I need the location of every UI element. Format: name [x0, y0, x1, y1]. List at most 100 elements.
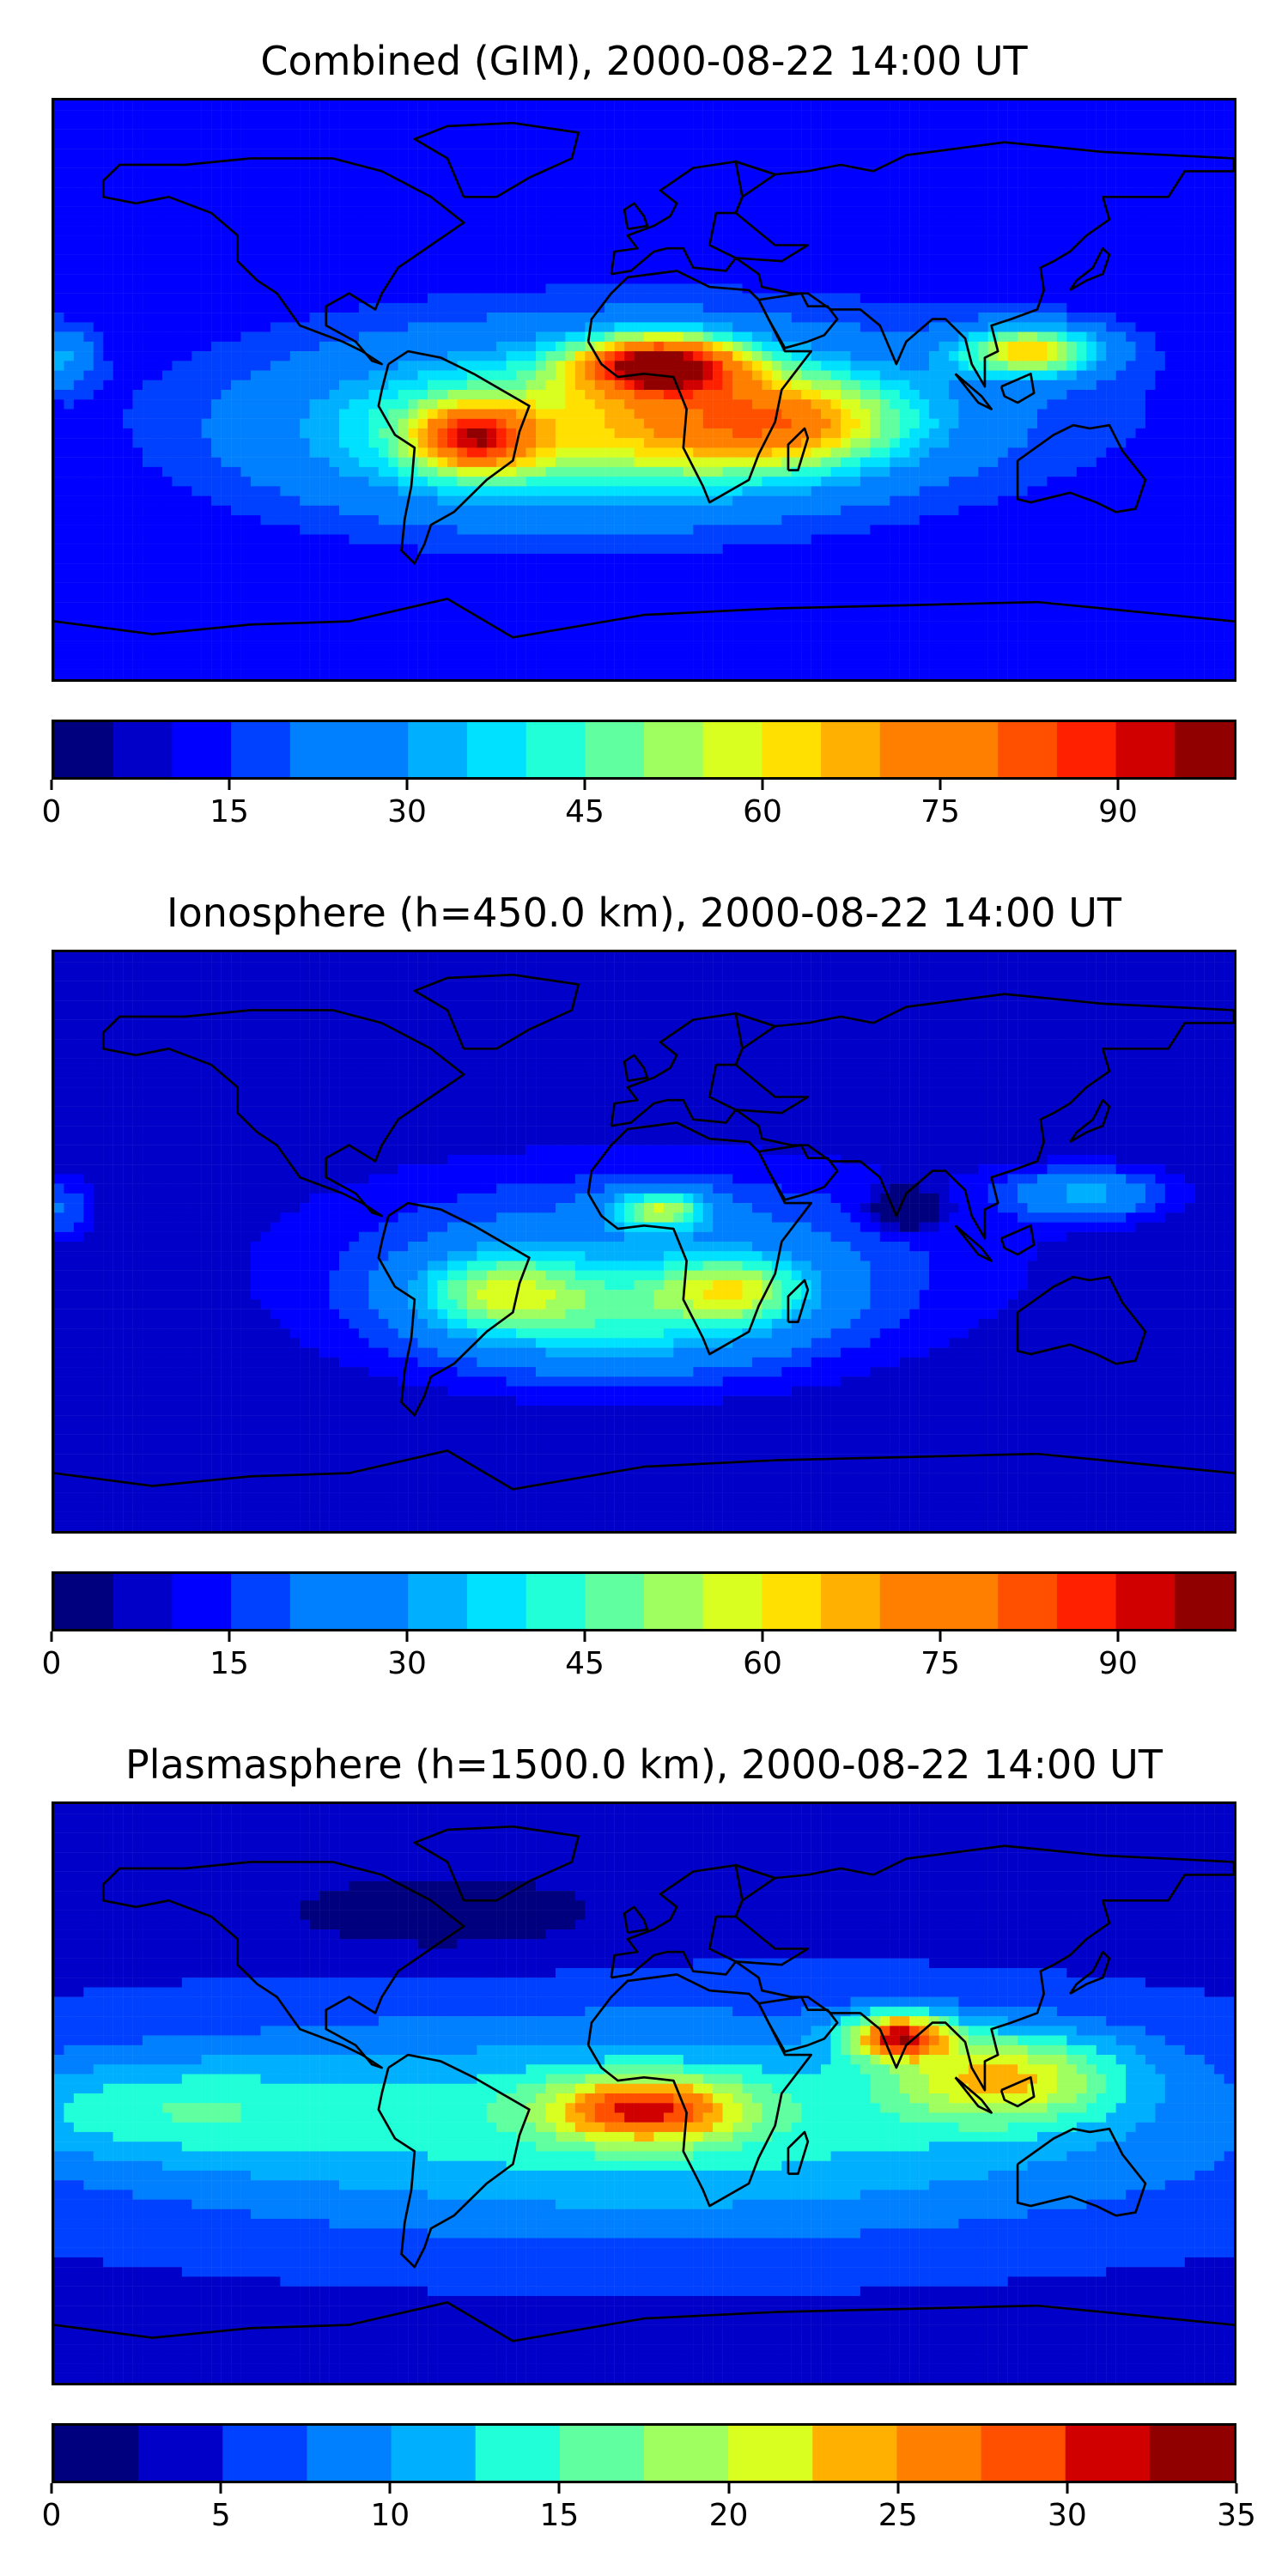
colorbar-segment — [644, 1574, 704, 1629]
colorbar-tick-label: 0 — [42, 797, 62, 828]
coastline-0 — [101, 1009, 465, 1218]
colorbar-segment — [466, 722, 527, 777]
colorbar-segment — [644, 722, 704, 777]
colorbar-segment — [939, 722, 999, 777]
coastline-10 — [623, 202, 649, 231]
colorbar-segment — [231, 722, 291, 777]
coastline-7 — [1016, 423, 1147, 513]
colorbar-tick-mark — [219, 2483, 222, 2494]
colorbar-tick-mark — [1235, 2483, 1238, 2494]
colorbar-segment — [702, 722, 763, 777]
colorbar-segment — [526, 1574, 586, 1629]
coastline-1 — [413, 1825, 580, 1902]
coastline-5 — [734, 993, 1234, 1240]
colorbar-tick-label: 0 — [42, 1649, 62, 1680]
colorbar-tick-mark — [727, 2483, 731, 2494]
coastline-8 — [54, 2301, 1234, 2342]
colorbar-segment — [821, 722, 881, 777]
colorbar-tick-mark — [405, 780, 409, 790]
coastline-5 — [734, 141, 1234, 388]
colorbar-svg-plasmasphere — [54, 2426, 1234, 2481]
map-combined — [52, 98, 1236, 682]
panel-title-combined: Combined (GIM), 2000-08-22 14:00 UT — [0, 41, 1288, 81]
colorbar-segment — [289, 1574, 350, 1629]
colorbar-tick-label: 90 — [1098, 1649, 1138, 1680]
coastline-12 — [999, 2075, 1036, 2108]
colorbar-segment — [585, 1574, 645, 1629]
panel-title-ionosphere: Ionosphere (h=450.0 km), 2000-08-22 14:0… — [0, 893, 1288, 933]
coastline-13 — [787, 1279, 810, 1323]
colorbar-tick-label: 20 — [709, 2500, 749, 2531]
colorbar-segment — [289, 722, 350, 777]
coastline-13 — [787, 2130, 810, 2175]
colorbar-segment — [54, 2426, 139, 2481]
colorbar-segment — [644, 2426, 729, 2481]
colorbar-segment — [998, 1574, 1058, 1629]
colorbar-segment — [349, 722, 409, 777]
map-svg-ionosphere — [54, 952, 1234, 1531]
coastline-3 — [586, 1121, 812, 1356]
colorbar-segment — [879, 1574, 940, 1629]
colorbar-segment — [1065, 2426, 1151, 2481]
colorbar-segment — [172, 722, 232, 777]
colorbar-tick-mark — [761, 780, 764, 790]
colorbar-tick-label: 30 — [387, 1649, 427, 1680]
colorbar-segment — [349, 1574, 409, 1629]
colorbar-tick-label: 30 — [387, 797, 427, 828]
coastline-8 — [54, 1449, 1234, 1491]
colorbar-tick-label: 15 — [540, 2500, 580, 2531]
colorbar-segment — [391, 2426, 477, 2481]
colorbar-tick-label: 75 — [920, 1649, 960, 1680]
coastline-0 — [101, 1861, 465, 2069]
colorbar-segment — [702, 1574, 763, 1629]
coastline-9 — [1069, 1098, 1111, 1144]
colorbar-segment — [475, 2426, 561, 2481]
coastline-11 — [954, 373, 993, 410]
colorbar-segment — [112, 1574, 173, 1629]
colorbar-segment — [939, 1574, 999, 1629]
colorbar-tick-mark — [939, 780, 942, 790]
map-plasmasphere — [52, 1801, 1236, 2385]
colorbar-segment — [1149, 2426, 1234, 2481]
map-svg-plasmasphere — [54, 1804, 1234, 2383]
colorbar-segment — [896, 2426, 982, 2481]
colorbar-segment — [1175, 1574, 1234, 1629]
colorbar-tick-mark — [583, 780, 586, 790]
coastline-2 — [377, 1201, 531, 1417]
colorbar-tick-mark — [761, 1631, 764, 1642]
colorbar-segment — [559, 2426, 645, 2481]
colorbar-tick-mark — [1116, 1631, 1120, 1642]
colorbar-combined — [52, 720, 1236, 780]
coastline-10 — [623, 1905, 649, 1935]
coastline-12 — [999, 1224, 1036, 1256]
map-svg-combined — [54, 100, 1234, 679]
colorbar-tick-mark — [388, 2483, 392, 2494]
colorbar-segment — [408, 1574, 468, 1629]
colorbar-segment — [585, 722, 645, 777]
colorbar-segment — [466, 1574, 527, 1629]
colorbar-segment — [54, 722, 114, 777]
coastline-11 — [954, 1224, 993, 1262]
coastline-5 — [734, 1844, 1234, 2092]
colorbar-segment — [821, 1574, 881, 1629]
colorbar-segment — [222, 2426, 308, 2481]
colorbar-tick-label: 60 — [743, 797, 782, 828]
colorbar-segment — [138, 2426, 223, 2481]
colorbar-segment — [998, 722, 1058, 777]
colorbar-segment — [762, 1574, 822, 1629]
coastline-7 — [1016, 2127, 1147, 2217]
colorbar-segment — [762, 722, 822, 777]
colorbar-segment — [172, 1574, 232, 1629]
coastline-13 — [787, 427, 810, 471]
colorbar-tick-mark — [1116, 780, 1120, 790]
coastline-2 — [377, 349, 531, 565]
colorbar-segment — [54, 1574, 114, 1629]
colorbar-tick-mark — [50, 2483, 53, 2494]
colorbar-tick-mark — [939, 1631, 942, 1642]
colorbar-tick-label: 75 — [920, 797, 960, 828]
colorbar-segment — [408, 722, 468, 777]
coastline-1 — [413, 973, 580, 1050]
coastline-8 — [54, 598, 1234, 639]
colorbar-svg-combined — [54, 722, 1234, 777]
coastline-12 — [999, 372, 1036, 404]
